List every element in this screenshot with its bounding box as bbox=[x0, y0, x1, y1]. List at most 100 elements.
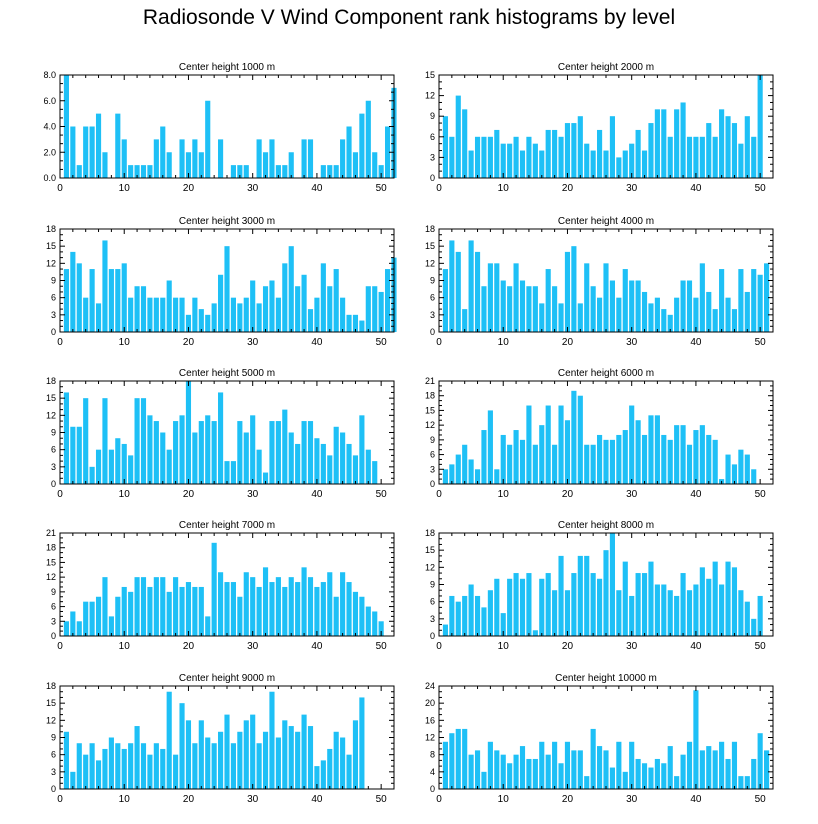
histogram-bar bbox=[468, 150, 474, 178]
y-tick-label: 18 bbox=[425, 391, 435, 401]
histogram-bar bbox=[699, 567, 705, 636]
histogram-bar bbox=[365, 449, 371, 484]
x-tick-label: 0 bbox=[57, 183, 63, 194]
histogram-bar bbox=[320, 582, 326, 636]
x-tick-label: 30 bbox=[626, 489, 638, 500]
histogram-bar bbox=[609, 116, 615, 178]
histogram-bar bbox=[153, 421, 159, 484]
histogram-bar bbox=[552, 741, 558, 789]
histogram-bar bbox=[262, 152, 269, 178]
histogram-bar bbox=[481, 771, 487, 789]
histogram-bar bbox=[185, 582, 192, 636]
histogram-bar bbox=[757, 274, 763, 332]
histogram-bar bbox=[712, 136, 718, 178]
histogram-bar bbox=[352, 591, 359, 636]
histogram-bar bbox=[590, 573, 596, 636]
histogram-bar bbox=[327, 286, 333, 332]
histogram-bar bbox=[333, 596, 339, 636]
histogram-bar bbox=[102, 240, 108, 332]
histogram-bar bbox=[571, 750, 577, 789]
histogram-bar bbox=[539, 303, 545, 332]
histogram-bar bbox=[83, 754, 89, 789]
histogram-bar bbox=[359, 320, 365, 332]
histogram-bar bbox=[577, 116, 583, 178]
histogram-bar bbox=[134, 398, 140, 484]
histogram-bar bbox=[262, 567, 269, 636]
histogram-bar bbox=[725, 758, 731, 789]
histogram-bar bbox=[494, 263, 500, 332]
histogram-bar bbox=[661, 109, 667, 178]
histogram-bar bbox=[474, 251, 481, 332]
histogram-bar bbox=[179, 297, 185, 332]
histogram-bar bbox=[160, 748, 166, 789]
histogram-bar bbox=[609, 439, 615, 484]
y-tick-label: 6 bbox=[51, 445, 56, 455]
panel-title: Center height 10000 m bbox=[555, 673, 657, 684]
histogram-bar bbox=[699, 263, 705, 332]
histogram-bar bbox=[250, 280, 256, 332]
x-tick-label: 20 bbox=[183, 183, 195, 194]
y-tick-label: 18 bbox=[46, 681, 56, 691]
histogram-bar bbox=[262, 472, 269, 484]
panel-title: Center height 3000 m bbox=[179, 216, 275, 227]
histogram-bar bbox=[121, 443, 127, 484]
histogram-bar bbox=[558, 136, 564, 178]
y-tick-label: 16 bbox=[425, 715, 435, 725]
panel-title: Center height 8000 m bbox=[558, 520, 654, 531]
histogram-bar bbox=[648, 767, 654, 789]
histogram-bar bbox=[699, 136, 705, 178]
histogram-bar bbox=[211, 421, 217, 484]
histogram-bar bbox=[275, 165, 281, 178]
histogram-bar bbox=[250, 714, 256, 789]
histogram-bar bbox=[699, 425, 705, 484]
histogram-bar bbox=[641, 291, 648, 332]
histogram-bar bbox=[552, 590, 558, 636]
histogram-bar bbox=[526, 573, 532, 636]
histogram-bar bbox=[442, 624, 448, 636]
histogram-bar bbox=[654, 758, 660, 789]
histogram-bar bbox=[725, 454, 731, 484]
y-tick-label: 6 bbox=[430, 450, 435, 460]
histogram-bar bbox=[340, 737, 346, 789]
histogram-bar bbox=[719, 269, 725, 332]
y-tick-label: 15 bbox=[46, 557, 56, 567]
histogram-bar bbox=[128, 165, 134, 178]
histogram-bar bbox=[230, 582, 236, 636]
histogram-bar bbox=[539, 150, 545, 178]
x-tick-label: 50 bbox=[755, 641, 767, 652]
histogram-bar bbox=[507, 143, 513, 178]
y-tick-label: 18 bbox=[46, 543, 56, 553]
histogram-bar bbox=[725, 297, 731, 332]
histogram-bar bbox=[764, 263, 770, 332]
histogram-bar bbox=[667, 439, 673, 484]
histogram-bar bbox=[269, 421, 275, 484]
histogram-bar bbox=[63, 392, 69, 484]
histogram-bar bbox=[609, 280, 615, 332]
histogram-bar bbox=[173, 297, 179, 332]
histogram-bar bbox=[301, 421, 307, 484]
histogram-bar bbox=[571, 246, 577, 332]
x-tick-label: 30 bbox=[626, 794, 638, 805]
y-tick-label: 15 bbox=[46, 698, 56, 708]
histogram-bar bbox=[674, 776, 680, 789]
histogram-bar bbox=[218, 392, 224, 484]
y-tick-label: 4.0 bbox=[43, 122, 56, 132]
histogram-bar bbox=[558, 405, 564, 484]
x-tick-label: 30 bbox=[247, 183, 259, 194]
x-tick-label: 40 bbox=[690, 489, 702, 500]
histogram-bar bbox=[237, 421, 243, 484]
histogram-bar bbox=[76, 743, 82, 789]
histogram-bar bbox=[532, 758, 538, 789]
histogram-bar bbox=[487, 263, 493, 332]
x-tick-label: 10 bbox=[498, 183, 510, 194]
y-tick-label: 15 bbox=[46, 393, 56, 403]
y-tick-label: 9 bbox=[51, 587, 56, 597]
histogram-bar bbox=[89, 126, 95, 178]
histogram-bar bbox=[462, 109, 468, 178]
y-tick-label: 24 bbox=[425, 681, 435, 691]
histogram-bar bbox=[487, 410, 493, 484]
y-tick-label: 15 bbox=[46, 241, 56, 251]
histogram-bar bbox=[269, 582, 275, 636]
histogram-bar bbox=[474, 136, 481, 178]
histogram-bar bbox=[455, 454, 461, 484]
